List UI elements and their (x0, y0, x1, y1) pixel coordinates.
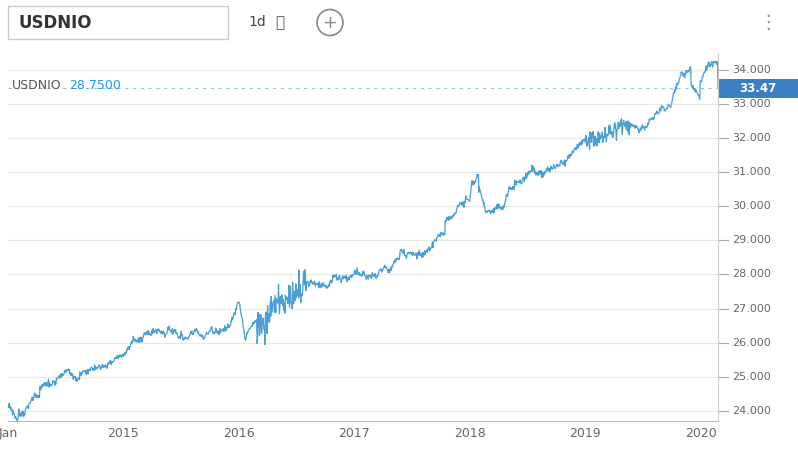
Text: 26.000: 26.000 (733, 338, 771, 348)
Text: 29.000: 29.000 (733, 236, 772, 245)
Text: 34.000: 34.000 (733, 65, 771, 75)
Text: 25.000: 25.000 (733, 372, 771, 382)
Text: 24.000: 24.000 (733, 406, 772, 416)
Bar (8, 6, 228, 39)
Text: 30.000: 30.000 (733, 201, 771, 211)
Text: 33.47: 33.47 (740, 81, 776, 95)
Text: 1d: 1d (248, 16, 266, 30)
Text: +: + (322, 14, 338, 32)
Text: 28.7500: 28.7500 (69, 79, 121, 92)
Bar (718, 79, 798, 97)
Text: ⋮: ⋮ (758, 13, 778, 32)
Text: 33.000: 33.000 (733, 99, 771, 109)
Text: ～: ～ (275, 15, 284, 30)
Text: 27.000: 27.000 (733, 303, 772, 314)
Text: 31.000: 31.000 (733, 167, 771, 177)
Text: 32.000: 32.000 (733, 133, 771, 143)
Text: USDNIO: USDNIO (18, 14, 92, 32)
Text: 28.000: 28.000 (733, 269, 772, 279)
Text: USDNIO: USDNIO (12, 79, 61, 92)
